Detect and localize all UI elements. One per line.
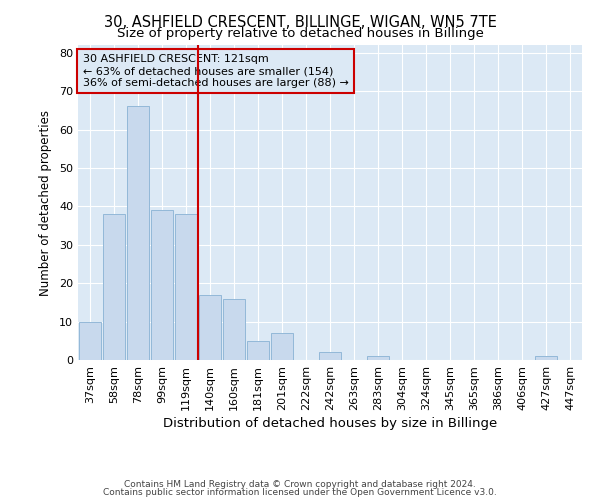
- Bar: [79, 322, 101, 360]
- Text: Contains public sector information licensed under the Open Government Licence v3: Contains public sector information licen…: [103, 488, 497, 497]
- Bar: [271, 333, 293, 360]
- Text: Contains HM Land Registry data © Crown copyright and database right 2024.: Contains HM Land Registry data © Crown c…: [124, 480, 476, 489]
- Bar: [247, 341, 269, 360]
- Bar: [535, 356, 557, 360]
- Y-axis label: Number of detached properties: Number of detached properties: [39, 110, 52, 296]
- Text: 30 ASHFIELD CRESCENT: 121sqm
← 63% of detached houses are smaller (154)
36% of s: 30 ASHFIELD CRESCENT: 121sqm ← 63% of de…: [83, 54, 349, 88]
- X-axis label: Distribution of detached houses by size in Billinge: Distribution of detached houses by size …: [163, 417, 497, 430]
- Bar: [151, 210, 173, 360]
- Bar: [199, 294, 221, 360]
- Bar: [127, 106, 149, 360]
- Bar: [367, 356, 389, 360]
- Bar: [175, 214, 197, 360]
- Text: 30, ASHFIELD CRESCENT, BILLINGE, WIGAN, WN5 7TE: 30, ASHFIELD CRESCENT, BILLINGE, WIGAN, …: [104, 15, 496, 30]
- Text: Size of property relative to detached houses in Billinge: Size of property relative to detached ho…: [116, 28, 484, 40]
- Bar: [319, 352, 341, 360]
- Bar: [103, 214, 125, 360]
- Bar: [223, 298, 245, 360]
